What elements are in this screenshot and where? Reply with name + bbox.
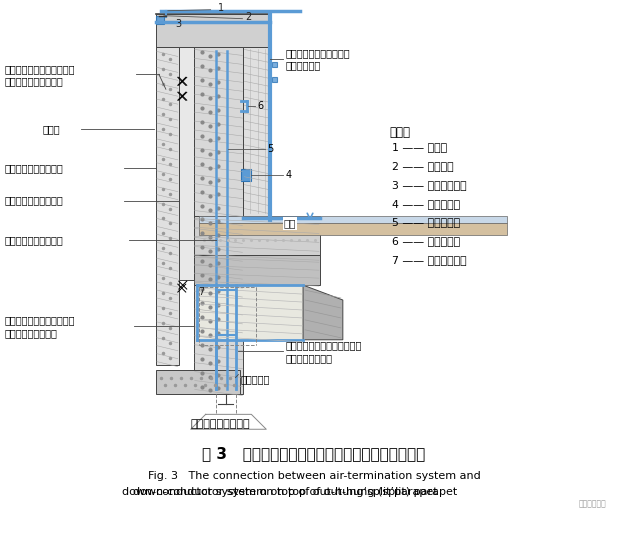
Text: 2 —— 固定支架: 2 —— 固定支架 xyxy=(391,161,453,171)
Text: 1: 1 xyxy=(217,3,224,13)
Text: 图 3   外挂女儿墙（分体）顶接闪器与引下线的连接: 图 3 外挂女儿墙（分体）顶接闪器与引下线的连接 xyxy=(202,447,426,461)
Text: 屋面: 屋面 xyxy=(284,219,296,228)
Bar xyxy=(156,14,270,47)
Bar xyxy=(193,255,320,285)
Text: 与构件内主筋电气连通: 与构件内主筋电气连通 xyxy=(5,76,63,87)
Text: 4: 4 xyxy=(285,170,291,180)
Text: 构件生产时，将结构连接件: 构件生产时，将结构连接件 xyxy=(5,64,75,74)
Text: 2: 2 xyxy=(246,12,251,22)
Bar xyxy=(241,169,251,181)
Text: Fig. 3   The connection between air-termination system and: Fig. 3 The connection between air-termin… xyxy=(148,471,480,481)
Text: 3 —— 外挂板预埋件: 3 —— 外挂板预埋件 xyxy=(391,180,466,190)
Text: down-conductor system on top of out-hung‘split’parapet: down-conductor system on top of out-hung… xyxy=(122,487,438,497)
Bar xyxy=(198,285,303,340)
Text: 叠合梁筋线: 叠合梁筋线 xyxy=(241,374,270,385)
Text: 内两对角主筋示意: 内两对角主筋示意 xyxy=(285,353,332,362)
Bar xyxy=(179,47,193,280)
Text: 6 —— 引下线固定: 6 —— 引下线固定 xyxy=(391,236,460,246)
Bar xyxy=(156,370,241,394)
Bar xyxy=(273,77,277,82)
Text: 3: 3 xyxy=(176,18,182,29)
Text: down-conductor system on top of out-hung (split) parapet: down-conductor system on top of out-hung… xyxy=(133,487,457,497)
Text: 6: 6 xyxy=(257,101,263,111)
Text: 7: 7 xyxy=(198,287,205,297)
Text: 主筋电气连通: 主筋电气连通 xyxy=(285,61,320,70)
Text: 并与引下线焊接连通: 并与引下线焊接连通 xyxy=(5,328,58,338)
Bar xyxy=(193,47,244,394)
Text: 柱内两根主筋作引下线: 柱内两根主筋作引下线 xyxy=(5,235,63,246)
Text: 边梁内横向主筋通长连通，: 边梁内横向主筋通长连通， xyxy=(5,315,75,325)
Bar xyxy=(198,223,507,235)
Bar xyxy=(193,215,320,255)
Text: 1 —— 接闪带: 1 —— 接闪带 xyxy=(391,142,447,152)
Text: 引下线、预制柱（或现浇柱）: 引下线、预制柱（或现浇柱） xyxy=(285,340,362,349)
Text: 明装接闪带作接闪器: 明装接闪带作接闪器 xyxy=(191,419,251,430)
Text: 5: 5 xyxy=(267,144,273,154)
Text: 4 —— 预埋连接板: 4 —— 预埋连接板 xyxy=(391,199,460,209)
Text: 5 —— 引下连接线: 5 —— 引下连接线 xyxy=(391,217,460,228)
Bar xyxy=(273,62,277,68)
Text: 说明：: 说明： xyxy=(389,126,411,139)
Text: 7 —— 屋面接闪网格: 7 —— 屋面接闪网格 xyxy=(391,255,466,265)
Bar xyxy=(156,47,179,365)
Bar xyxy=(156,16,164,24)
Text: 结构连接件，与后浇柱内: 结构连接件，与后浇柱内 xyxy=(285,49,350,58)
Text: 建筑电气杂志: 建筑电气杂志 xyxy=(578,499,606,509)
Bar xyxy=(198,215,507,223)
Polygon shape xyxy=(303,285,343,340)
Text: 预制女儿墙（外页板）: 预制女儿墙（外页板） xyxy=(5,163,63,173)
Bar xyxy=(244,47,270,215)
Text: 预制女儿墙（内页板）: 预制女儿墙（内页板） xyxy=(5,196,63,206)
Text: 后浇柱: 后浇柱 xyxy=(43,124,60,134)
